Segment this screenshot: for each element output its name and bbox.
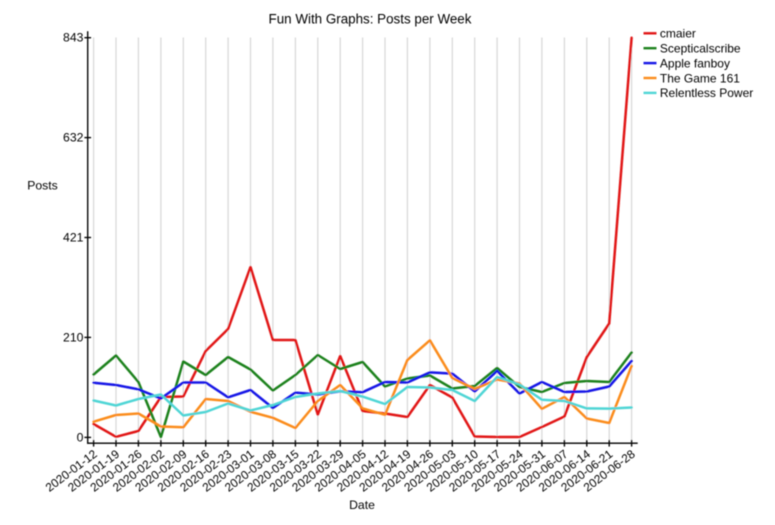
svg-text:632: 632 [63, 131, 84, 145]
svg-text:210: 210 [63, 330, 84, 344]
svg-text:The Game 161: The Game 161 [660, 71, 740, 85]
svg-text:Fun With Graphs: Posts per Wee: Fun With Graphs: Posts per Week [269, 12, 472, 27]
svg-text:Date: Date [349, 498, 375, 512]
svg-text:cmaier: cmaier [660, 27, 696, 41]
svg-text:Relentless Power: Relentless Power [660, 86, 753, 100]
svg-text:Apple fanboy: Apple fanboy [660, 56, 730, 70]
svg-text:0: 0 [77, 430, 84, 444]
svg-text:Posts: Posts [27, 178, 57, 192]
svg-text:421: 421 [63, 230, 84, 244]
svg-text:Scepticalscribe: Scepticalscribe [660, 42, 741, 56]
svg-text:843: 843 [63, 31, 84, 45]
